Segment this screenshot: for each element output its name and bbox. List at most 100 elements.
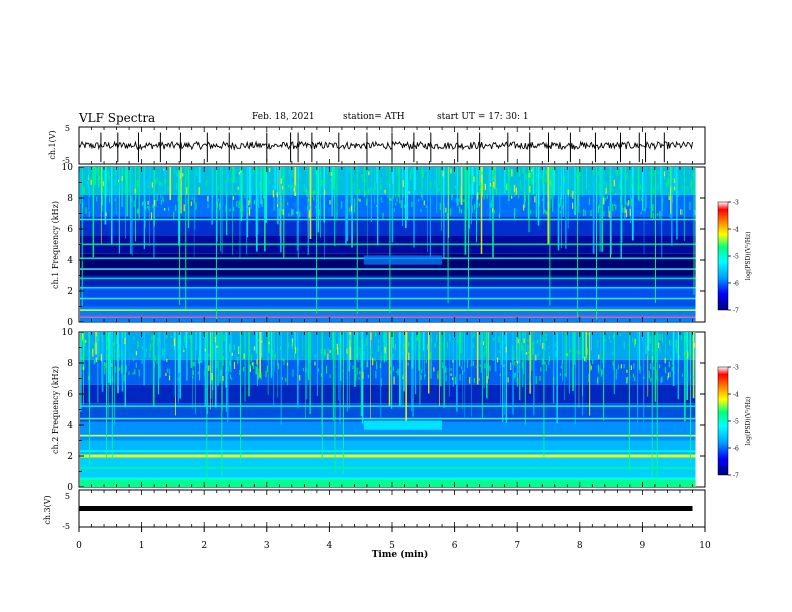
spectrogram-speckle bbox=[408, 352, 410, 361]
spectrogram-speckle bbox=[222, 376, 224, 381]
spectrogram-speckle bbox=[150, 212, 153, 220]
spectrogram-speckle bbox=[154, 172, 156, 176]
spectrogram-speckle bbox=[272, 190, 274, 198]
spectrogram-speckle bbox=[278, 208, 280, 216]
spectrogram-speckle bbox=[207, 342, 209, 345]
spectrogram-speckle bbox=[210, 375, 212, 378]
spectrogram-speckle bbox=[252, 362, 255, 369]
spectrogram-ytick-label: 6 bbox=[67, 390, 73, 400]
colorbar-tick-label: -6 bbox=[733, 281, 739, 288]
spectrogram-speckle bbox=[396, 167, 398, 174]
spectrogram-speckle bbox=[397, 368, 399, 376]
spectrogram-emission bbox=[363, 420, 443, 430]
spectrogram-speckle bbox=[541, 176, 544, 182]
spectrogram-speckle bbox=[253, 346, 256, 351]
spectrogram-speckle bbox=[669, 339, 671, 346]
spectrogram-speckle bbox=[597, 364, 599, 372]
spectrogram-speckle bbox=[548, 355, 551, 362]
spectrogram-speckle bbox=[677, 348, 679, 355]
spectrogram-speckle bbox=[542, 181, 544, 185]
spectrogram-tone-band bbox=[80, 467, 696, 469]
spectrogram-speckle bbox=[407, 362, 409, 366]
spectrogram-speckle bbox=[288, 169, 290, 174]
spectrogram-speckle bbox=[349, 334, 351, 342]
spectrogram-speckle bbox=[661, 376, 663, 383]
spectrogram-speckle bbox=[622, 207, 624, 213]
spectrogram-speckle bbox=[652, 212, 654, 220]
spectrogram-speckle bbox=[222, 355, 225, 360]
spectrogram-speckle bbox=[389, 360, 392, 368]
spectrogram-speckle bbox=[631, 197, 633, 204]
spectrogram-speckle bbox=[276, 358, 279, 366]
spectrogram-speckle bbox=[399, 195, 401, 204]
spectrogram-speckle bbox=[659, 211, 661, 216]
spectrogram-speckle bbox=[216, 360, 218, 368]
spectrogram-speckle bbox=[214, 333, 216, 339]
spectrogram-speckle bbox=[600, 369, 602, 378]
spectrogram-speckle bbox=[248, 208, 251, 216]
spectrogram-speckle bbox=[276, 204, 278, 207]
spectrogram-speckle bbox=[513, 356, 515, 361]
spectrogram-speckle bbox=[565, 167, 567, 172]
spectrogram-speckle bbox=[248, 200, 250, 206]
spectrogram-speckle bbox=[394, 344, 396, 351]
spectrogram-speckle bbox=[314, 361, 316, 366]
start-time-label: start UT = 17: 30: 1 bbox=[437, 112, 529, 122]
spectrogram-speckle bbox=[362, 371, 364, 379]
spectrogram-speckle bbox=[534, 196, 536, 203]
spectrogram-speckle bbox=[282, 209, 284, 216]
spectrogram-speckle bbox=[680, 209, 682, 215]
ch2-spectrogram-image bbox=[80, 332, 705, 487]
spectrogram-speckle bbox=[530, 175, 533, 178]
spectrogram-speckle bbox=[134, 188, 136, 194]
spectrogram-speckle bbox=[639, 184, 642, 190]
spectrogram-speckle bbox=[163, 349, 165, 355]
spectrogram-speckle bbox=[567, 193, 570, 197]
spectrogram-speckle bbox=[438, 188, 440, 191]
spectrogram-speckle bbox=[398, 334, 400, 339]
spectrogram-speckle bbox=[455, 197, 457, 203]
spectrogram-speckle bbox=[418, 199, 420, 202]
spectrogram-speckle bbox=[294, 340, 296, 348]
spectrogram-speckle bbox=[166, 358, 168, 362]
spectrogram-speckle bbox=[672, 359, 674, 365]
spectrogram-tone-band bbox=[80, 277, 696, 280]
spectrogram-speckle bbox=[666, 182, 668, 187]
spectrogram-speckle bbox=[508, 167, 510, 175]
spectrogram-tone-band bbox=[80, 218, 696, 221]
spectrogram-speckle bbox=[457, 339, 459, 344]
spectrogram-speckle bbox=[141, 359, 143, 365]
spectrogram-speckle bbox=[512, 358, 514, 365]
spectrogram-speckle bbox=[225, 351, 227, 359]
spectrogram-speckle bbox=[155, 199, 157, 208]
spectrogram-speckle bbox=[280, 345, 282, 350]
spectrogram-speckle bbox=[545, 170, 547, 175]
spectrogram-speckle bbox=[96, 339, 98, 342]
spectrogram-speckle bbox=[379, 177, 382, 184]
spectrogram-speckle bbox=[239, 369, 241, 376]
spectrogram-speckle bbox=[197, 371, 199, 375]
spectrogram-speckle bbox=[619, 167, 621, 175]
spectrogram-speckle bbox=[367, 374, 369, 378]
spectrogram-speckle bbox=[505, 346, 507, 353]
spectrogram-speckle bbox=[261, 340, 263, 343]
spectrogram-speckle bbox=[329, 374, 331, 378]
spectrogram-speckle bbox=[628, 200, 630, 206]
spectrogram-speckle bbox=[480, 182, 482, 189]
spectrogram-speckle bbox=[249, 365, 251, 373]
spectrogram-speckle bbox=[670, 357, 672, 361]
spectrogram-speckle bbox=[687, 376, 689, 382]
spectrogram-speckle bbox=[374, 358, 376, 362]
spectrogram-speckle bbox=[523, 204, 525, 211]
spectrogram-speckle bbox=[663, 171, 666, 177]
spectrogram-speckle bbox=[121, 350, 123, 355]
spectrogram-speckle bbox=[183, 204, 185, 212]
spectrogram-speckle bbox=[106, 336, 109, 342]
spectrogram-speckle bbox=[319, 201, 321, 205]
spectrogram-speckle bbox=[442, 361, 444, 369]
spectrogram-speckle bbox=[660, 377, 662, 384]
spectrogram-speckle bbox=[267, 357, 269, 361]
spectrogram-speckle bbox=[145, 348, 147, 352]
spectrogram-speckle bbox=[256, 366, 258, 375]
spectrogram-speckle bbox=[568, 189, 570, 193]
